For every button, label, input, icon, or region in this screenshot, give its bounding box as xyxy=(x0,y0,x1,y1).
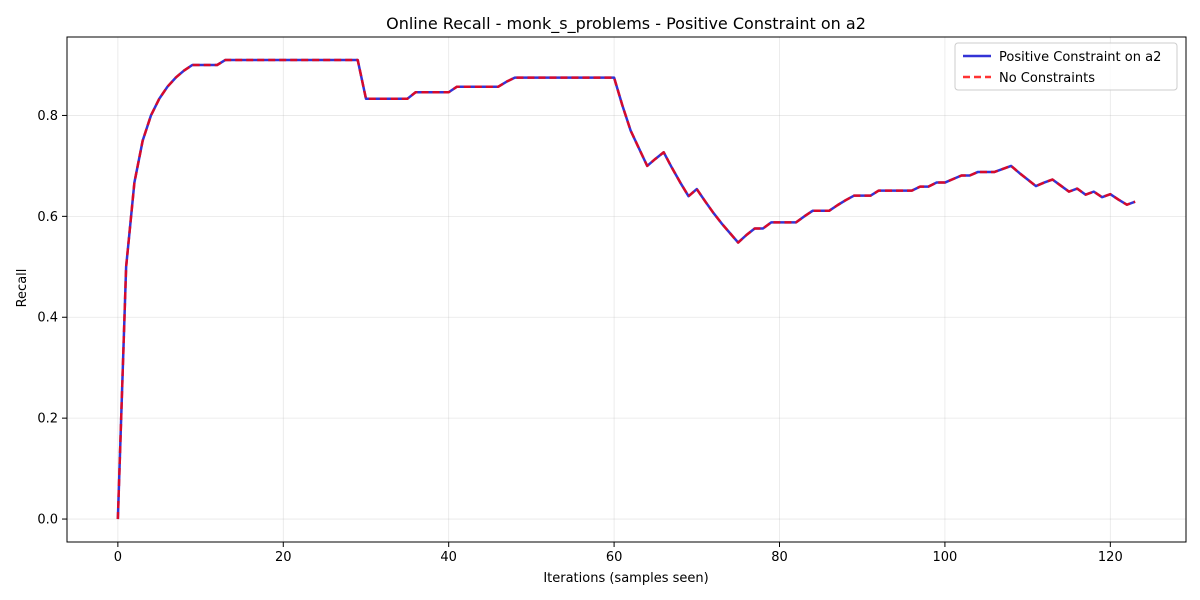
y-tick-label: 0.0 xyxy=(37,513,58,528)
x-tick-label: 80 xyxy=(771,550,788,565)
x-tick-label: 100 xyxy=(933,550,958,565)
legend-label-no-constraints: No Constraints xyxy=(999,71,1095,86)
y-tick-label: 0.8 xyxy=(37,109,58,124)
x-tick-label: 120 xyxy=(1098,550,1123,565)
series-line-no-constraints xyxy=(116,58,1136,520)
y-tick-label: 0.6 xyxy=(37,210,58,225)
x-axis-label: Iterations (samples seen) xyxy=(543,571,708,586)
x-tick-label: 60 xyxy=(606,550,623,565)
x-tick-label: 40 xyxy=(440,550,457,565)
chart-title: Online Recall - monk_s_problems - Positi… xyxy=(386,14,866,34)
x-tick-label: 20 xyxy=(275,550,292,565)
y-tick-label: 0.2 xyxy=(37,412,58,427)
legend-label-positive-constraint: Positive Constraint on a2 xyxy=(999,50,1161,65)
grid-layer xyxy=(67,37,1186,542)
y-axis-label: Recall xyxy=(15,269,30,308)
y-tick-label: 0.4 xyxy=(37,311,58,326)
legend: Positive Constraint on a2 No Constraints xyxy=(954,42,1178,91)
tick-layer: 0 20 40 60 80 100 120 0.0 0.2 0.4 0.6 0.8 xyxy=(37,109,1122,565)
series-layer xyxy=(116,58,1136,520)
x-tick-label: 0 xyxy=(114,550,122,565)
plot-frame xyxy=(66,36,1187,543)
legend-box xyxy=(954,42,1178,91)
